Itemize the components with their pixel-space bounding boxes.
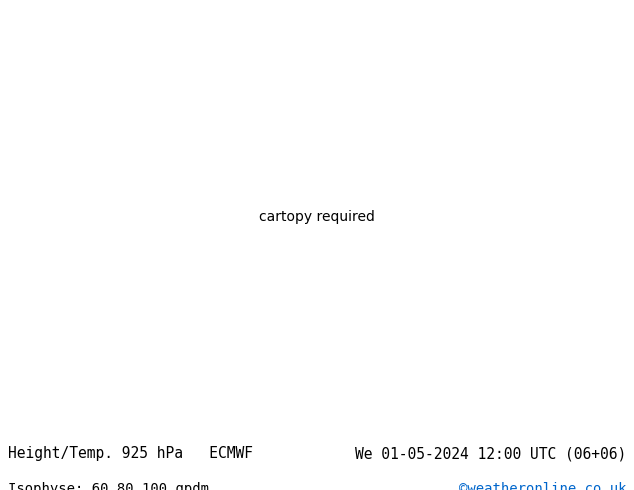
Text: We 01-05-2024 12:00 UTC (06+06): We 01-05-2024 12:00 UTC (06+06) [355,446,626,461]
Text: ©weatheronline.co.uk: ©weatheronline.co.uk [459,482,626,490]
Text: Height/Temp. 925 hPa   ECMWF: Height/Temp. 925 hPa ECMWF [8,446,252,461]
Text: Isophyse: 60 80 100 gpdm: Isophyse: 60 80 100 gpdm [8,482,209,490]
Text: cartopy required: cartopy required [259,210,375,224]
